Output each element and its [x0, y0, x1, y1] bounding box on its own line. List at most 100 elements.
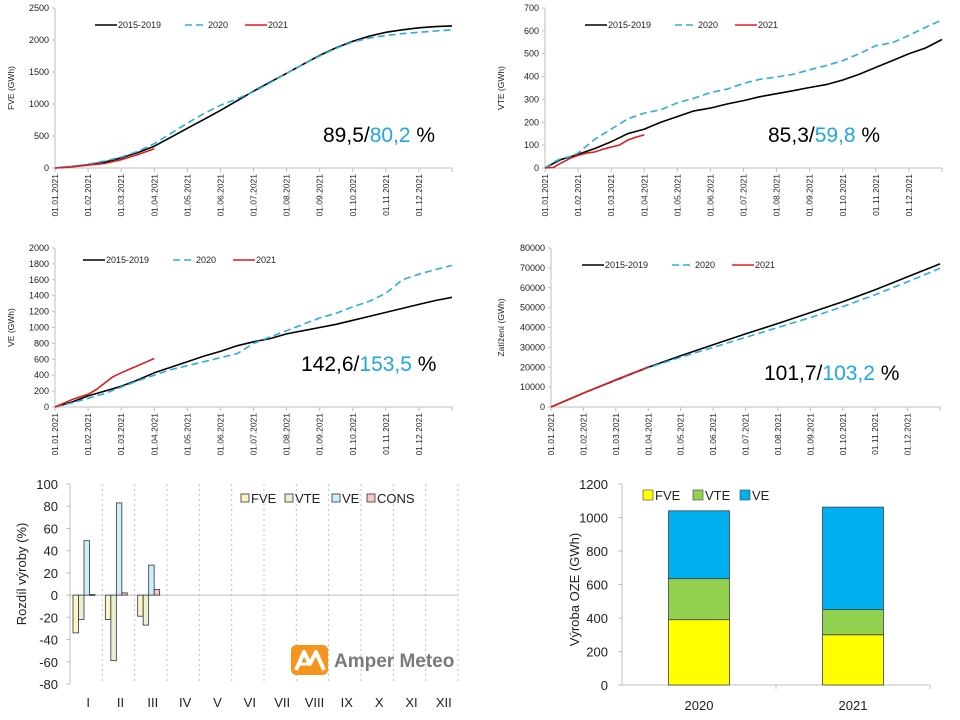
- legend-label: VE: [752, 488, 770, 503]
- annotation-2020: 80,2: [370, 124, 411, 147]
- y-tick-label: 700: [524, 3, 539, 13]
- y-tick-label: 0: [534, 163, 539, 173]
- y-tick-label: 2000: [29, 35, 49, 45]
- x-tick-label: 01.06.2021: [705, 174, 715, 217]
- x-tick-label: 01.05.2021: [182, 413, 192, 456]
- y-tick-label: 200: [524, 117, 539, 127]
- y-tick-label: 500: [524, 49, 539, 59]
- y-tick-label: 100: [36, 477, 58, 492]
- x-tick-label: 01.06.2021: [708, 413, 718, 456]
- x-tick-label: 01.12.2021: [904, 174, 914, 217]
- x-category-label: VIII: [305, 695, 325, 710]
- x-tick-label: 01.07.2021: [741, 413, 751, 456]
- bar-VE: [148, 564, 155, 596]
- legend-label: 2020: [695, 260, 715, 270]
- x-tick-label: 01.05.2021: [182, 174, 192, 217]
- stack-segment-VE: [668, 510, 730, 580]
- x-tick-label: 01.01.2021: [50, 413, 60, 456]
- legend-label: 2020: [208, 20, 228, 30]
- bar-VTE: [78, 594, 85, 620]
- y-tick-label: 1000: [29, 99, 49, 109]
- y-tick-label: -20: [39, 610, 58, 625]
- y-tick-label: 1200: [579, 477, 608, 492]
- y-tick-label: 40000: [520, 323, 545, 333]
- annotation-2020: 59,8: [815, 124, 856, 147]
- legend-label: CONS: [377, 491, 415, 506]
- legend-swatch-FVE: [642, 489, 654, 501]
- x-tick-label: 01.09.2021: [805, 413, 815, 456]
- x-tick-label: 01.12.2021: [414, 174, 424, 217]
- annotation-reference: 89,5/: [323, 124, 370, 147]
- x-tick-label: 01.07.2021: [739, 174, 749, 217]
- legend-label: 2020: [196, 255, 216, 265]
- y-tick-label: 0: [44, 402, 49, 412]
- load-cumulative-chart: 0 10000 20000 30000 40000 50000 60000 70000 8000…: [496, 243, 941, 456]
- x-category-label: 2021: [839, 698, 868, 713]
- bar-FVE: [137, 594, 144, 617]
- annotation-suffix: %: [875, 362, 900, 385]
- x-tick-label: 01.06.2021: [215, 174, 225, 217]
- legend-label: 2021: [256, 255, 276, 265]
- annotation-reference: 142,6/: [301, 353, 360, 376]
- legend-swatch-VE: [739, 489, 751, 501]
- y-axis-label: Zatížení (GWh): [496, 298, 506, 356]
- x-tick-label: 01.09.2021: [315, 413, 325, 456]
- y-axis-label: VTE (GWh): [496, 66, 506, 110]
- x-tick-label: 01.09.2021: [805, 174, 815, 217]
- legend-label: VE: [342, 491, 360, 506]
- x-tick-label: 01.10.2021: [348, 413, 358, 456]
- x-tick-label: 01.04.2021: [639, 174, 649, 217]
- x-tick-label: 01.08.2021: [773, 413, 783, 456]
- legend-label: VTE: [705, 488, 731, 503]
- x-tick-label: 01.01.2021: [540, 174, 550, 217]
- y-axis-label: Výroba OZE (GWh): [567, 533, 582, 646]
- y-tick-label: 600: [34, 354, 49, 364]
- y-tick-label: 1500: [29, 67, 49, 77]
- fve-cumulative-chart: 0 500 1000 1500 2000 2500 01.01.2021 01.02.2021…: [6, 3, 453, 217]
- y-tick-label: 0: [44, 163, 49, 173]
- x-tick-label: 01.06.2021: [215, 413, 225, 456]
- bar-CONS: [153, 589, 161, 596]
- vte-cumulative-chart: 0 100 200 300 400 500 600 700 01.01.2021 01.02.20…: [496, 3, 943, 217]
- y-tick-label: 800: [34, 338, 49, 348]
- y-tick-label: 400: [524, 72, 539, 82]
- stack-segment-FVE: [822, 634, 884, 686]
- legend-swatch-FVE: [240, 493, 250, 503]
- percent-annotation: 89,5/80,2 %: [323, 124, 435, 147]
- y-tick-label: 0: [601, 678, 608, 693]
- x-tick-label: 01.07.2021: [249, 413, 259, 456]
- x-category-label: IX: [341, 695, 354, 710]
- y-tick-label: 0: [540, 402, 545, 412]
- y-axis-label: VE (GWh): [6, 308, 16, 347]
- x-category-label: V: [213, 695, 222, 710]
- y-tick-label: 70000: [520, 263, 545, 273]
- legend-label: 2015-2019: [106, 255, 149, 265]
- amper-meteo-logo: Amper Meteo: [291, 645, 454, 675]
- x-tick-label: 01.05.2021: [672, 174, 682, 217]
- logo-text: Amper Meteo: [334, 651, 454, 672]
- x-tick-label: 01.08.2021: [282, 174, 292, 217]
- y-tick-label: -40: [39, 633, 58, 648]
- y-tick-label: 20000: [520, 362, 545, 372]
- legend-label: 2021: [758, 20, 778, 30]
- bar-VE: [115, 502, 123, 596]
- ve-cumulative-chart: 0 200 400 600 800 1000 1200 1400 1600 1800 2000 01.…: [6, 243, 453, 456]
- x-tick-label: 01.03.2021: [116, 413, 126, 456]
- x-tick-label: 01.11.2021: [870, 413, 880, 455]
- series-line-2020: [54, 264, 453, 408]
- bar-FVE: [72, 594, 79, 634]
- x-category-label: IV: [179, 695, 192, 710]
- x-category-label: I: [86, 695, 90, 710]
- y-tick-label: 200: [34, 386, 49, 396]
- y-tick-label: 80: [44, 499, 58, 514]
- legend-label: 2021: [755, 260, 775, 270]
- series-line-2020: [54, 29, 453, 169]
- x-tick-label: 01.01.2021: [546, 413, 556, 456]
- y-tick-label: 600: [586, 578, 608, 593]
- series-line-2015-2019: [550, 263, 941, 408]
- x-category-label: VI: [244, 695, 256, 710]
- y-tick-label: 600: [524, 26, 539, 36]
- y-tick-label: 500: [34, 131, 49, 141]
- legend-label: FVE: [655, 488, 681, 503]
